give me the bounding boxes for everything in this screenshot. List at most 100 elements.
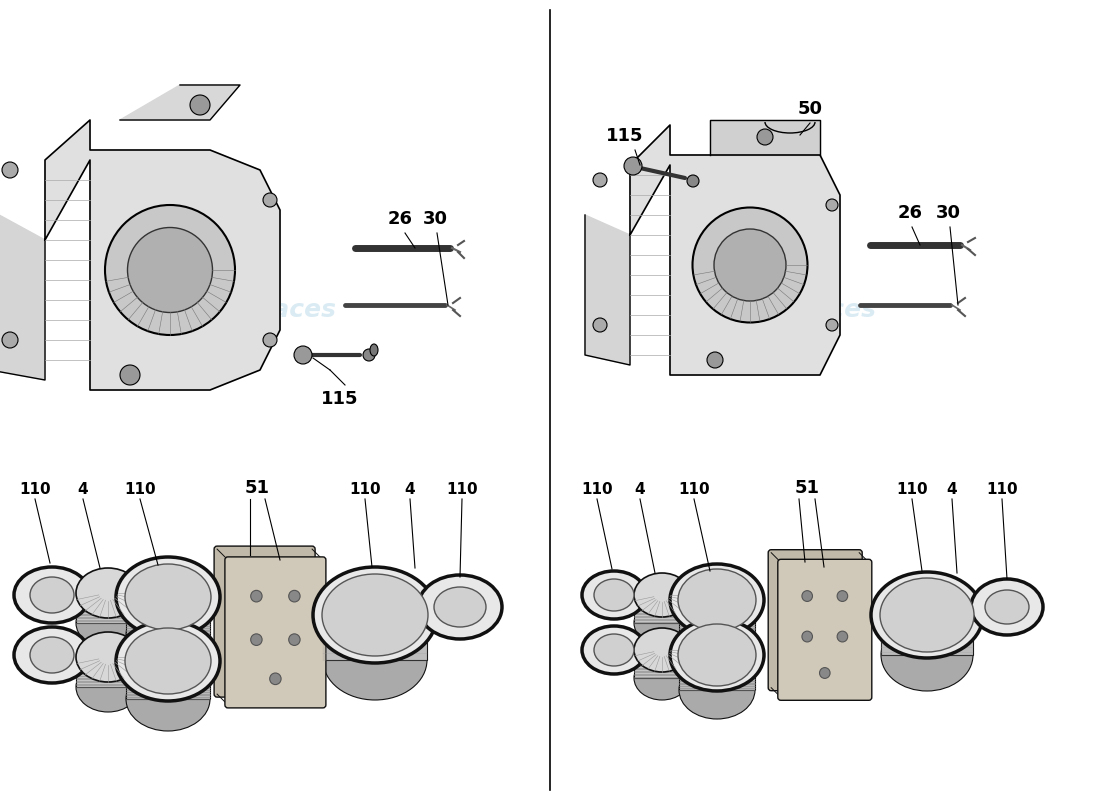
Ellipse shape — [30, 637, 74, 673]
Ellipse shape — [76, 632, 140, 682]
Ellipse shape — [344, 591, 406, 639]
Text: 51: 51 — [244, 479, 270, 497]
Polygon shape — [45, 120, 280, 390]
Ellipse shape — [76, 662, 140, 712]
Polygon shape — [679, 600, 755, 635]
Circle shape — [624, 157, 642, 175]
Text: 110: 110 — [124, 482, 156, 497]
Polygon shape — [585, 215, 630, 365]
Text: 50: 50 — [798, 100, 823, 118]
Polygon shape — [710, 120, 820, 155]
Ellipse shape — [837, 590, 848, 602]
Ellipse shape — [810, 658, 821, 669]
Ellipse shape — [434, 587, 486, 627]
Polygon shape — [76, 593, 140, 623]
Polygon shape — [120, 85, 240, 120]
Ellipse shape — [288, 590, 300, 602]
Circle shape — [190, 95, 210, 115]
Circle shape — [593, 318, 607, 332]
Ellipse shape — [258, 662, 271, 674]
Circle shape — [757, 129, 773, 145]
Circle shape — [2, 332, 18, 348]
Ellipse shape — [251, 634, 262, 646]
Ellipse shape — [323, 620, 427, 700]
Ellipse shape — [14, 627, 90, 683]
Ellipse shape — [881, 579, 974, 651]
Text: 110: 110 — [987, 482, 1018, 497]
FancyBboxPatch shape — [778, 559, 872, 700]
Ellipse shape — [76, 598, 140, 648]
Ellipse shape — [240, 623, 251, 634]
Circle shape — [593, 173, 607, 187]
Polygon shape — [881, 615, 974, 655]
Ellipse shape — [880, 578, 974, 652]
Ellipse shape — [594, 579, 634, 611]
Ellipse shape — [104, 205, 235, 335]
Circle shape — [826, 199, 838, 211]
FancyBboxPatch shape — [224, 557, 326, 708]
Ellipse shape — [125, 564, 211, 630]
Ellipse shape — [278, 579, 289, 591]
Text: 110: 110 — [349, 482, 381, 497]
Text: 4: 4 — [405, 482, 416, 497]
Text: 4: 4 — [947, 482, 957, 497]
Ellipse shape — [582, 626, 646, 674]
Ellipse shape — [634, 573, 690, 617]
Text: 51: 51 — [794, 479, 820, 497]
FancyBboxPatch shape — [768, 550, 862, 690]
Ellipse shape — [802, 590, 813, 602]
Ellipse shape — [871, 572, 983, 658]
Ellipse shape — [288, 634, 300, 646]
Circle shape — [294, 346, 312, 364]
Text: 4: 4 — [78, 482, 88, 497]
Ellipse shape — [792, 622, 803, 632]
Text: 26: 26 — [387, 210, 412, 228]
Text: 110: 110 — [447, 482, 477, 497]
Ellipse shape — [126, 565, 210, 629]
Circle shape — [263, 193, 277, 207]
Text: 110: 110 — [896, 482, 927, 497]
Ellipse shape — [679, 626, 755, 684]
Circle shape — [263, 333, 277, 347]
Polygon shape — [679, 655, 755, 690]
Ellipse shape — [76, 568, 140, 618]
Polygon shape — [323, 615, 427, 660]
Polygon shape — [126, 597, 210, 635]
Circle shape — [363, 349, 375, 361]
Ellipse shape — [30, 577, 74, 613]
Text: 4: 4 — [635, 482, 646, 497]
Ellipse shape — [714, 229, 786, 301]
Ellipse shape — [323, 575, 427, 655]
Ellipse shape — [116, 621, 220, 701]
Ellipse shape — [116, 557, 220, 637]
Ellipse shape — [126, 667, 210, 731]
Text: 115: 115 — [321, 390, 359, 408]
Ellipse shape — [678, 569, 756, 631]
Ellipse shape — [984, 590, 1028, 624]
Ellipse shape — [594, 634, 634, 666]
Circle shape — [2, 162, 18, 178]
Ellipse shape — [670, 619, 764, 691]
Ellipse shape — [679, 606, 755, 664]
Ellipse shape — [693, 207, 807, 322]
Polygon shape — [634, 650, 690, 678]
Polygon shape — [630, 125, 840, 375]
Ellipse shape — [126, 629, 210, 693]
Ellipse shape — [322, 574, 428, 656]
FancyBboxPatch shape — [214, 546, 315, 697]
Ellipse shape — [792, 581, 803, 592]
Polygon shape — [76, 657, 140, 687]
Text: 30: 30 — [935, 204, 960, 222]
Ellipse shape — [278, 623, 289, 634]
Polygon shape — [0, 210, 45, 380]
Ellipse shape — [678, 624, 756, 686]
Ellipse shape — [634, 601, 690, 645]
Text: 26: 26 — [898, 204, 923, 222]
Ellipse shape — [827, 622, 838, 632]
Circle shape — [707, 352, 723, 368]
Text: 110: 110 — [679, 482, 710, 497]
Ellipse shape — [670, 564, 764, 636]
Ellipse shape — [370, 344, 378, 356]
Text: 30: 30 — [422, 210, 448, 228]
Ellipse shape — [240, 579, 251, 591]
